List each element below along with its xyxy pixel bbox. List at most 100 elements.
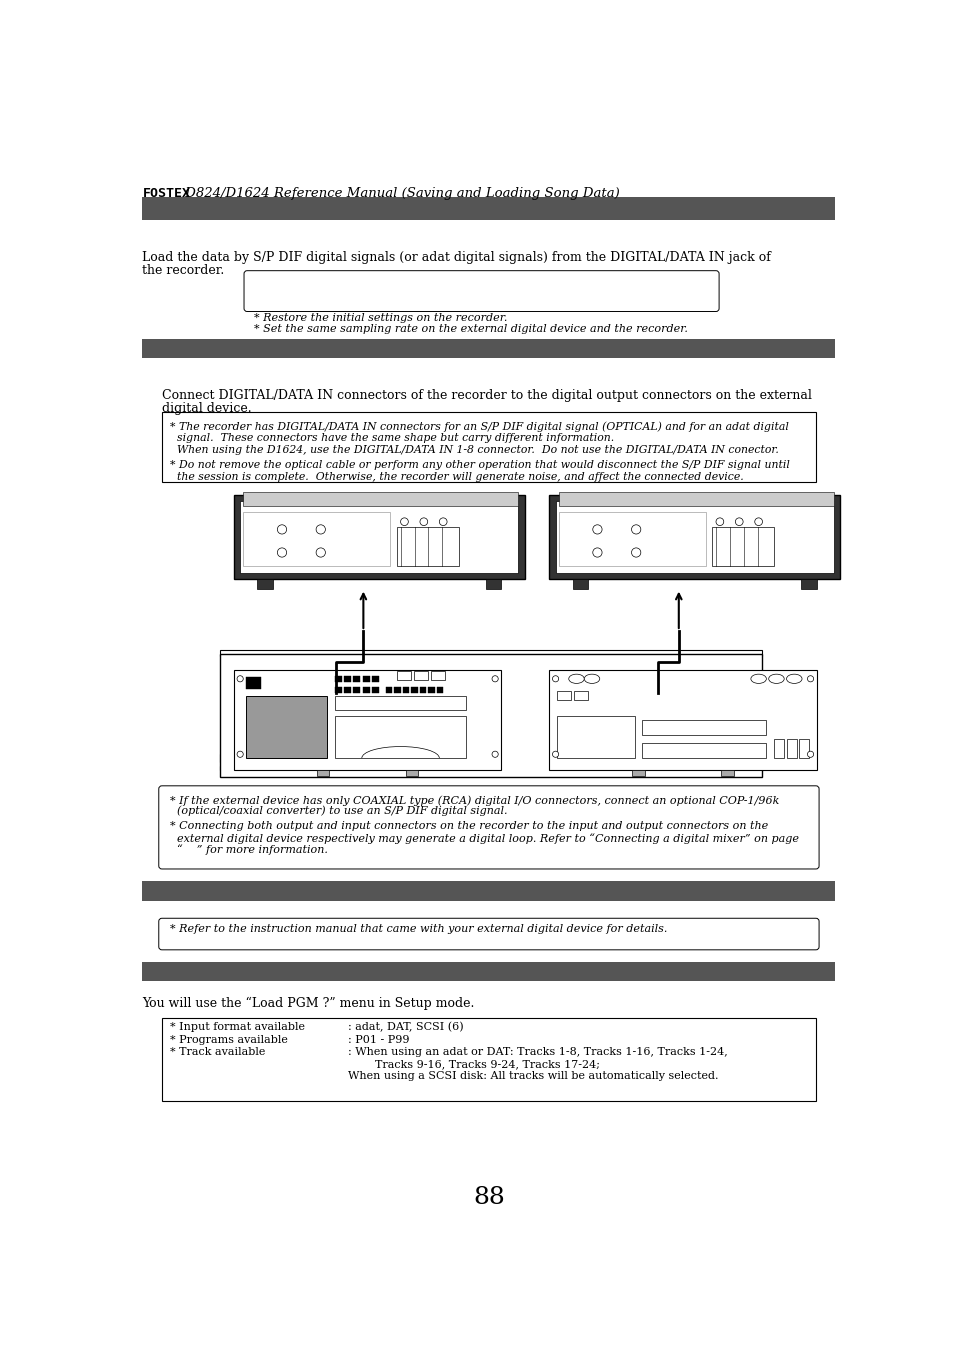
Text: digital device.: digital device. [162,403,252,415]
Text: signal.  These connectors have the same shape but carry different information.: signal. These connectors have the same s… [170,434,613,443]
FancyBboxPatch shape [158,786,819,869]
Text: * Connecting both output and input connectors on the recorder to the input and o: * Connecting both output and input conne… [170,821,767,831]
Bar [557,716,634,758]
Circle shape [552,751,558,758]
Bar [372,688,378,693]
Bar [142,197,835,220]
Bar [414,671,427,681]
Bar [245,677,261,689]
Bar [372,677,378,682]
Text: the recorder.: the recorder. [142,263,225,277]
Bar [641,743,765,758]
Bar [344,688,351,693]
Circle shape [631,549,640,557]
Text: You will use the “Load PGM ?” menu in Setup mode.: You will use the “Load PGM ?” menu in Se… [142,997,475,1011]
FancyBboxPatch shape [244,270,719,312]
Bar [428,688,435,693]
Bar [632,770,644,775]
Circle shape [592,549,601,557]
Bar [785,739,796,758]
Bar [362,677,369,682]
Bar [485,580,500,589]
Circle shape [716,517,723,526]
Bar [549,670,816,770]
Bar [798,739,808,758]
FancyBboxPatch shape [158,919,819,950]
Ellipse shape [568,674,583,684]
Text: * The recorder has DIGITAL/DATA IN connectors for an S/P DIF digital signal (OPT: * The recorder has DIGITAL/DATA IN conne… [170,422,788,432]
Text: Tracks 9-16, Tracks 9-24, Tracks 17-24;: Tracks 9-16, Tracks 9-24, Tracks 17-24; [375,1059,599,1069]
Bar [335,696,466,709]
Circle shape [492,676,497,682]
Circle shape [236,676,243,682]
Bar [720,770,733,775]
Circle shape [419,517,427,526]
Circle shape [592,524,601,534]
Bar [396,671,410,681]
Text: * Do not remove the optical cable or perform any other operation that would disc: * Do not remove the optical cable or per… [170,461,789,470]
Text: * Restore the initial settings on the recorder.: * Restore the initial settings on the re… [253,313,507,323]
Text: When using the D1624, use the DIGITAL/DATA IN 1-8 connector.  Do not use the DIG: When using the D1624, use the DIGITAL/DA… [170,444,778,455]
Circle shape [315,549,325,557]
Text: : adat, DAT, SCSI (6): : adat, DAT, SCSI (6) [348,1023,463,1032]
Bar [549,494,840,580]
Circle shape [360,496,365,500]
Bar [220,754,761,762]
Text: * Programs available: * Programs available [170,1035,287,1044]
Text: : When using an adat or DAT: Tracks 1-8, Tracks 1-16, Tracks 1-24,: : When using an adat or DAT: Tracks 1-8,… [348,1047,727,1056]
Bar [335,688,341,693]
Circle shape [631,524,640,534]
Bar [574,692,587,700]
Circle shape [439,517,447,526]
Bar [411,688,417,693]
Bar [557,692,571,700]
Ellipse shape [785,674,801,684]
Bar [162,1017,815,1101]
Bar [362,688,369,693]
Bar [558,512,705,566]
Bar [243,493,517,507]
Text: “    ” for more information.: “ ” for more information. [170,844,327,855]
Circle shape [277,524,286,534]
Bar [142,339,835,358]
Bar [316,770,329,775]
Text: external digital device respectively may generate a digital loop. Refer to “Conn: external digital device respectively may… [170,832,798,843]
Bar [233,494,524,580]
Bar [711,527,773,566]
Bar [396,527,458,566]
Bar [555,501,833,573]
Bar [406,770,418,775]
Circle shape [392,496,396,500]
Circle shape [754,517,761,526]
Bar [142,881,835,901]
Text: When using a SCSI disk: All tracks will be automatically selected.: When using a SCSI disk: All tracks will … [348,1071,718,1082]
Text: (optical/coaxial converter) to use an S/P DIF digital signal.: (optical/coaxial converter) to use an S/… [170,805,507,816]
Bar [162,412,815,482]
Circle shape [236,751,243,758]
Bar [353,677,360,682]
Bar [419,688,426,693]
Bar [220,650,761,657]
Circle shape [707,496,711,500]
Bar [257,580,273,589]
Text: Connect DIGITAL/DATA IN connectors of the recorder to the digital output connect: Connect DIGITAL/DATA IN connectors of th… [162,389,811,403]
Bar [394,688,400,693]
Text: * Refer to the instruction manual that came with your external digital device fo: * Refer to the instruction manual that c… [170,924,666,935]
Bar [773,739,783,758]
Text: Load the data by S/P DIF digital signals (or adat digital signals) from the DIGI: Load the data by S/P DIF digital signals… [142,251,771,263]
Bar [245,697,327,758]
Circle shape [676,496,680,500]
Text: D824/D1624 Reference Manual (Saving and Loading Song Data): D824/D1624 Reference Manual (Saving and … [181,186,619,200]
Bar [641,720,765,735]
Text: : P01 - P99: : P01 - P99 [348,1035,409,1044]
Bar [402,688,409,693]
Text: * If the external device has only COAXIAL type (RCA) digital I/O connectors, con: * If the external device has only COAXIA… [170,794,779,805]
Bar [233,670,500,770]
Bar [431,671,444,681]
Circle shape [315,524,325,534]
Bar [572,580,587,589]
Circle shape [492,751,497,758]
Circle shape [552,676,558,682]
Ellipse shape [583,674,599,684]
Bar [801,580,816,589]
